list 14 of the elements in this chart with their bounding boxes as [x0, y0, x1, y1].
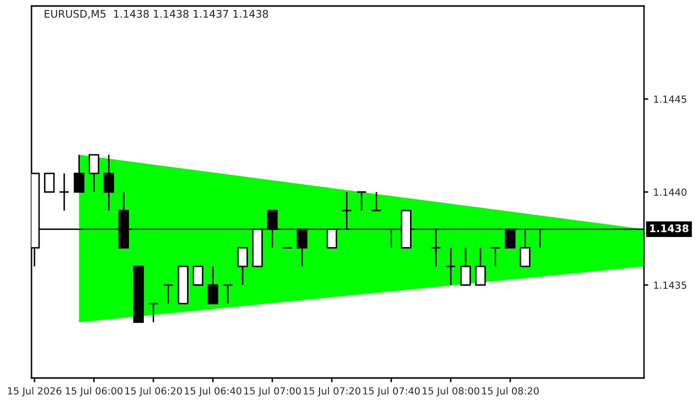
x-tick-label: 15 Jul 08:00 — [422, 387, 480, 396]
y-tick-label: 1.1440 — [654, 188, 686, 196]
x-tick-label: 15 Jul 06:40 — [184, 387, 242, 396]
x-tick-label: 15 Jul 07:20 — [304, 387, 360, 396]
y-tick-label: 1.1445 — [654, 96, 686, 103]
x-tick-label: 15 Jul 07:00 — [244, 387, 301, 396]
chart-title: EURUSD,M5 1.1438 1.1438 1.1437 1.1438 — [44, 10, 268, 19]
y-tick-label: 1.1435 — [654, 281, 686, 289]
x-tick-label: 15 Jul 2026 — [8, 387, 62, 396]
ref-line-label: 1.1438 — [650, 224, 688, 232]
x-tick-label: 15 Jul 06:00 — [66, 387, 122, 396]
x-tick-label: 15 Jul 07:40 — [363, 387, 420, 396]
x-tick-label: 15 Jul 08:20 — [482, 387, 539, 396]
x-tick-label: 15 Jul 06:20 — [125, 387, 182, 396]
